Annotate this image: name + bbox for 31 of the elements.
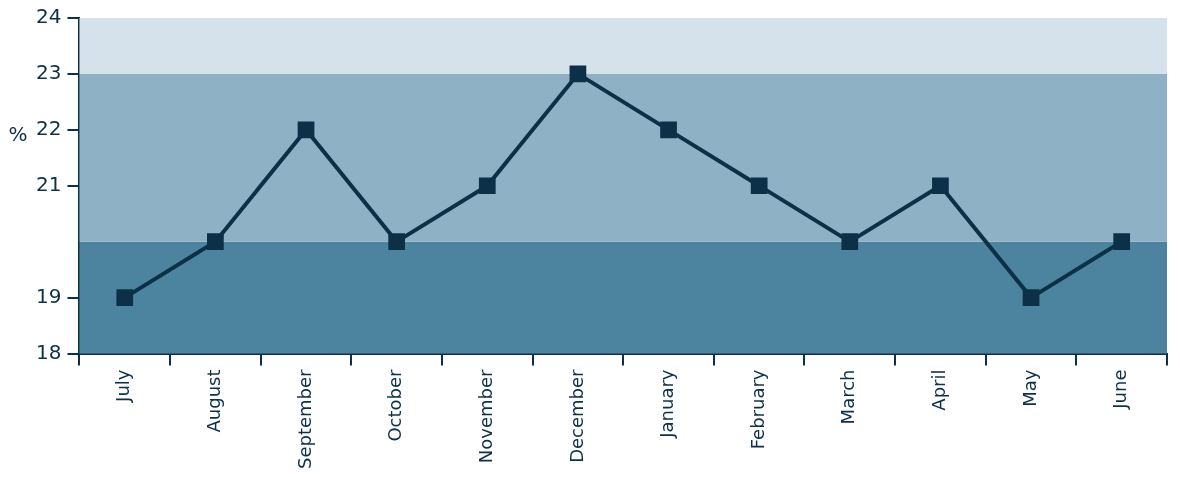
- x-tick-label: June: [1109, 369, 1131, 410]
- point: [750, 177, 768, 195]
- y-tick-label: 22: [36, 116, 62, 141]
- point: [932, 177, 949, 195]
- x-tick-label: September: [293, 368, 315, 470]
- point: [388, 233, 406, 251]
- x-tick-label: February: [746, 369, 768, 450]
- x-tick-label: March: [837, 369, 859, 425]
- y-tick-label: 18: [36, 339, 62, 364]
- y-tick-label: 23: [36, 60, 62, 85]
- point: [660, 121, 677, 139]
- y-tick-label: 19: [36, 283, 62, 308]
- y-tick-label: 21: [36, 171, 62, 196]
- point: [478, 177, 496, 195]
- point: [116, 289, 134, 306]
- point: [569, 65, 587, 83]
- x-tick-label: April: [928, 369, 950, 411]
- x-tick-label: November: [474, 368, 496, 464]
- point: [297, 121, 315, 139]
- point: [1113, 233, 1131, 251]
- y-axis-title: %: [8, 122, 28, 147]
- x-tick-label: July: [112, 369, 134, 403]
- point: [841, 233, 859, 251]
- x-tick-label: December: [565, 368, 587, 463]
- x-tick-label: January: [656, 369, 678, 439]
- x-tick-label: August: [203, 369, 225, 433]
- x-tick-label: May: [1018, 369, 1040, 407]
- point: [1022, 289, 1040, 306]
- x-tick-label: October: [384, 368, 406, 442]
- point: [207, 233, 224, 251]
- y-tick-label: 24: [36, 4, 62, 29]
